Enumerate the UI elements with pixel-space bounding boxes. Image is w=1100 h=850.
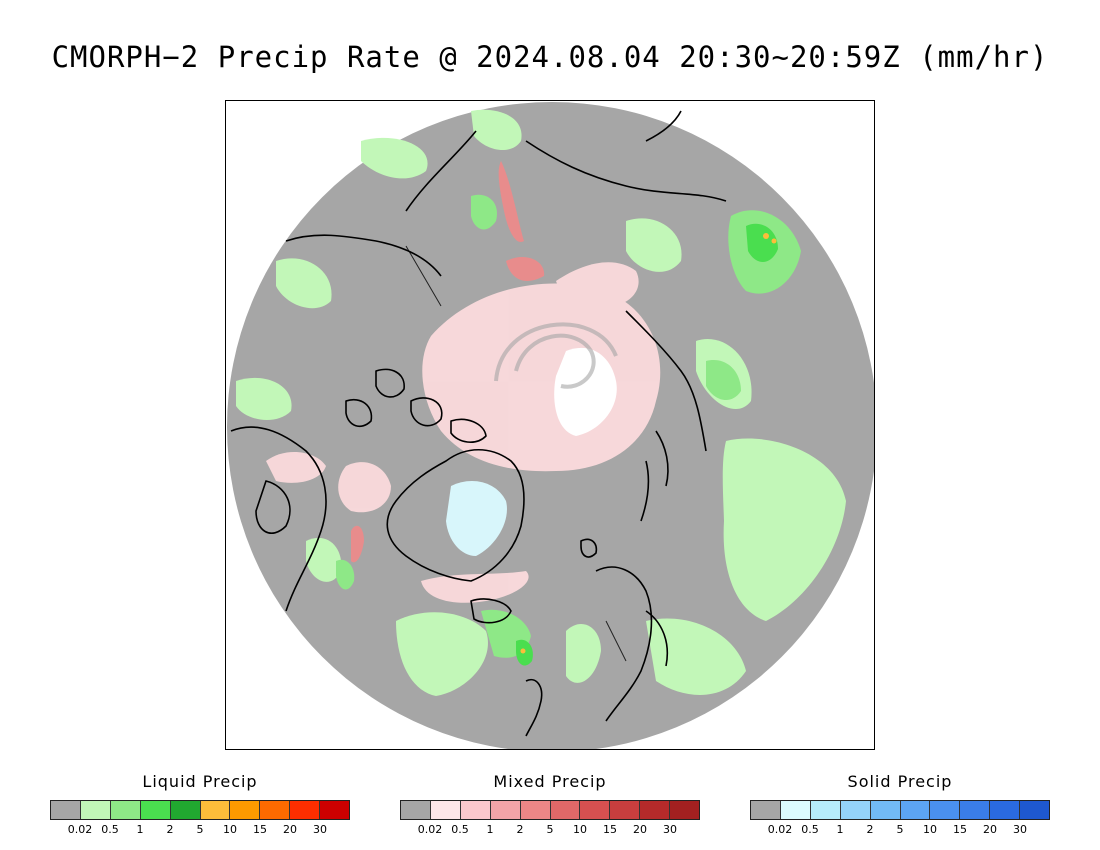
legend-tick-label: 0.5 xyxy=(451,823,469,836)
legend-swatch xyxy=(751,801,781,819)
precip-map xyxy=(225,100,875,750)
legend-swatch xyxy=(580,801,611,819)
solid-precip-greenland xyxy=(446,481,507,556)
legend-tick-label: 2 xyxy=(516,823,524,836)
legend-color-bar xyxy=(400,800,700,820)
legend-swatch xyxy=(290,801,321,819)
mixed-precip-heavy xyxy=(351,161,545,563)
legend-tick-label: 30 xyxy=(1013,823,1027,836)
legend-swatch xyxy=(930,801,961,819)
legend-swatch xyxy=(320,801,350,819)
pole-white-patch xyxy=(554,347,617,436)
legend-swatch xyxy=(520,801,551,819)
legend-mixed-precip: Mixed Precip 0.02 0.5 1 2 5 10 15 20 30 xyxy=(400,770,700,840)
legend-swatch xyxy=(900,801,931,819)
map-title: CMORPH−2 Precip Rate @ 2024.08.04 20:30~… xyxy=(51,40,1049,74)
legend-liquid-precip: Liquid Precip 0.02 0.5 1 2 5 10 15 20 30 xyxy=(50,770,350,840)
legend-swatch xyxy=(840,801,871,819)
legend-title: Mixed Precip xyxy=(493,772,607,791)
legend-tick-label: 15 xyxy=(253,823,267,836)
legend-swatch xyxy=(170,801,201,819)
legend-swatch xyxy=(960,801,991,819)
legend-tick-label: 20 xyxy=(633,823,647,836)
liquid-precip-intense xyxy=(520,233,777,654)
legend-tick-label: 2 xyxy=(166,823,174,836)
legend-tick-label: 15 xyxy=(603,823,617,836)
legend-swatch xyxy=(550,801,581,819)
legend-title: Liquid Precip xyxy=(142,772,258,791)
legend-tick-label: 0.5 xyxy=(101,823,119,836)
legend-swatch xyxy=(80,801,111,819)
legend-tick-label: 5 xyxy=(196,823,204,836)
boundaries xyxy=(405,245,627,662)
legend-swatch xyxy=(460,801,491,819)
legend-tick-label: 1 xyxy=(486,823,494,836)
legend-tick-label: 0.02 xyxy=(767,823,793,836)
polar-map-canvas xyxy=(227,102,874,749)
coastlines xyxy=(230,110,727,737)
legend-tick-label: 20 xyxy=(983,823,997,836)
legend-swatch xyxy=(670,801,700,819)
legend-swatch xyxy=(260,801,291,819)
legend-swatch xyxy=(490,801,521,819)
legend-tick-label: 0.02 xyxy=(417,823,443,836)
legend-swatch xyxy=(430,801,461,819)
legend-tick-label: 20 xyxy=(283,823,297,836)
legend-tick-label: 10 xyxy=(923,823,937,836)
legend-swatch xyxy=(610,801,641,819)
legend-tick-label: 10 xyxy=(223,823,237,836)
legend-color-bar xyxy=(50,800,350,820)
legend-tick-label: 30 xyxy=(663,823,677,836)
legend-tick-label: 5 xyxy=(546,823,554,836)
legend-swatch xyxy=(780,801,811,819)
legend-tick-label: 15 xyxy=(953,823,967,836)
legend-swatch xyxy=(870,801,901,819)
legend-swatch xyxy=(140,801,171,819)
legend-solid-precip: Solid Precip 0.02 0.5 1 2 5 10 15 20 30 xyxy=(750,770,1050,840)
legend-tick-label: 1 xyxy=(836,823,844,836)
legend-swatch xyxy=(810,801,841,819)
legend-tick-label: 1 xyxy=(136,823,144,836)
legend-tick-label: 10 xyxy=(573,823,587,836)
legend-tick-label: 0.02 xyxy=(67,823,93,836)
legend-swatch xyxy=(230,801,261,819)
legend-swatch xyxy=(401,801,431,819)
legend-tick-label: 5 xyxy=(896,823,904,836)
legend-tick-label: 0.5 xyxy=(801,823,819,836)
legend-swatch xyxy=(640,801,671,819)
legend-tick-label: 2 xyxy=(866,823,874,836)
legend-swatch xyxy=(51,801,81,819)
mixed-precip-region xyxy=(266,262,661,603)
legend-swatch xyxy=(1020,801,1050,819)
legend-swatch xyxy=(990,801,1021,819)
legend-swatch xyxy=(110,801,141,819)
legend-color-bar xyxy=(750,800,1050,820)
legend-title: Solid Precip xyxy=(847,772,953,791)
swirl-pattern xyxy=(494,322,618,389)
legend-swatch xyxy=(200,801,231,819)
legend-tick-label: 30 xyxy=(313,823,327,836)
